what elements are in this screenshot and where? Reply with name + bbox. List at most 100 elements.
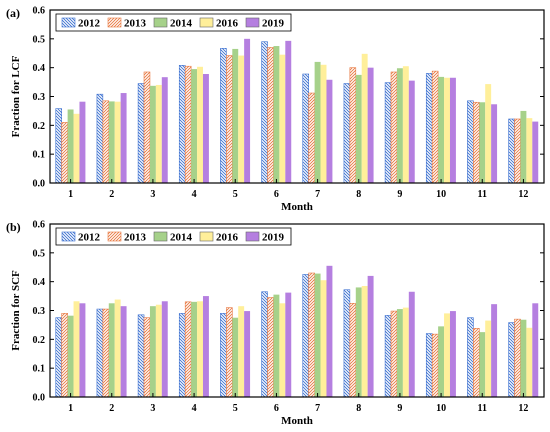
bar-2016-month-8 — [361, 285, 368, 397]
legend-label-2016: 2016 — [216, 18, 239, 30]
y-tick-label: 0.3 — [33, 306, 46, 317]
bar-2013-month-4 — [184, 301, 192, 398]
y-tick-label: 0.1 — [33, 364, 46, 375]
bar-2013-month-5 — [226, 55, 233, 184]
legend-label-2012: 2012 — [78, 18, 101, 30]
y-tick-label: 0.5 — [33, 248, 46, 259]
legend-label-2014: 2014 — [170, 232, 193, 244]
bar-2012-month-5 — [220, 313, 227, 398]
chart-panel-1: 0.00.10.20.30.40.50.61 2 3 4 5 6 7 8 9 10 11 12Mont… — [6, 6, 545, 213]
bar-2016-month-4 — [197, 301, 203, 397]
x-tick-label: 8 — [356, 189, 361, 200]
bar-2016-month-12 — [526, 327, 533, 397]
bar-2019-month-8 — [367, 67, 374, 183]
x-tick-label: 6 — [274, 403, 279, 414]
bar-2019-month-10 — [449, 311, 456, 397]
bar-2019-month-5 — [244, 311, 251, 397]
bar-2016-month-10 — [444, 313, 450, 397]
x-tick-label: 4 — [192, 403, 197, 414]
bar-2019-month-11 — [491, 304, 498, 397]
bar-2014-month-3 — [149, 85, 156, 183]
x-tick-label: 3 — [150, 403, 155, 414]
bar-2012-month-4 — [178, 313, 186, 398]
bar-2013-month-8 — [349, 302, 357, 398]
bar-2019-month-2 — [120, 93, 127, 183]
y-tick-label: 0.0 — [33, 393, 46, 404]
y-tick-label: 0.2 — [33, 335, 46, 346]
bar-2014-month-8 — [355, 74, 362, 184]
bar-2016-month-2 — [114, 299, 121, 397]
legend-swatch-2012 — [61, 17, 76, 28]
bar-2016-month-1 — [73, 301, 80, 397]
bar-2012-month-10 — [425, 73, 433, 184]
bar-2014-month-2 — [108, 101, 115, 183]
x-tick-label: 4 — [192, 189, 197, 200]
bar-2014-month-5 — [232, 317, 239, 397]
bar-2019-month-6 — [285, 40, 292, 183]
bar-2016-month-10 — [444, 77, 450, 183]
bar-2019-month-5 — [244, 38, 251, 183]
bar-2019-month-12 — [532, 303, 539, 397]
x-tick-label: 5 — [233, 189, 238, 200]
bar-2012-month-8 — [343, 289, 351, 398]
legend-label-2014: 2014 — [170, 18, 193, 30]
bar-2019-month-12 — [532, 121, 539, 183]
y-axis-title: Fraction for LCF — [10, 55, 22, 137]
bar-2013-month-4 — [184, 65, 192, 184]
bar-2014-month-11 — [479, 332, 486, 398]
bar-2012-month-12 — [508, 118, 515, 184]
x-tick-label: 7 — [315, 189, 320, 200]
legend-swatch-2012 — [61, 231, 76, 242]
bar-2013-month-10 — [431, 333, 439, 398]
bar-2012-month-6 — [261, 291, 268, 398]
y-tick-label: 0.4 — [33, 63, 46, 74]
bar-2014-month-5 — [232, 48, 239, 183]
bar-2012-month-11 — [467, 317, 474, 398]
bar-2014-month-10 — [438, 76, 445, 183]
bar-2014-month-12 — [520, 319, 527, 397]
bar-2014-month-2 — [108, 303, 115, 397]
bar-2019-month-4 — [202, 296, 209, 397]
bar-2013-month-10 — [431, 70, 439, 184]
legend: 2012 2013 2014 2016 2019 — [55, 227, 292, 246]
panel-label: (b) — [6, 220, 21, 234]
bar-2013-month-2 — [102, 308, 110, 398]
legend-label-2016: 2016 — [216, 232, 239, 244]
bar-2012-month-9 — [384, 82, 392, 184]
bar-2013-month-1 — [61, 122, 68, 184]
bar-2013-month-7 — [308, 272, 315, 398]
bar-2013-month-11 — [473, 328, 480, 398]
y-tick-label: 0.0 — [33, 179, 46, 190]
x-tick-label: 1 — [68, 189, 73, 200]
bar-2013-month-1 — [61, 313, 68, 398]
bar-2012-month-7 — [302, 274, 309, 398]
bar-2012-month-10 — [425, 333, 433, 398]
bar-2019-month-11 — [491, 104, 498, 183]
bar-2019-month-6 — [285, 292, 292, 397]
y-tick-label: 0.6 — [33, 220, 46, 231]
bar-2013-month-7 — [308, 92, 315, 184]
x-tick-label: 3 — [150, 189, 155, 200]
bar-2013-month-2 — [102, 100, 110, 184]
bar-2019-month-8 — [367, 275, 374, 397]
bar-2019-month-9 — [408, 291, 415, 397]
x-tick-label: 10 — [436, 403, 446, 414]
bar-2013-month-8 — [349, 67, 357, 184]
bar-2016-month-12 — [526, 118, 533, 184]
x-tick-label: 12 — [518, 189, 528, 200]
legend-swatch-2016 — [199, 231, 214, 242]
x-tick-label: 8 — [356, 403, 361, 414]
bar-2012-month-1 — [55, 108, 62, 184]
bar-2012-month-5 — [220, 48, 227, 184]
bar-2016-month-11 — [485, 84, 492, 183]
x-axis-title: Month — [281, 201, 313, 213]
x-tick-label: 6 — [274, 189, 279, 200]
bar-2016-month-6 — [279, 303, 286, 397]
y-axis-title: Fraction for SCF — [10, 270, 22, 351]
bar-2019-month-10 — [449, 77, 456, 183]
bar-2016-month-3 — [155, 304, 162, 397]
bar-2014-month-3 — [149, 306, 156, 397]
bar-2016-month-11 — [485, 320, 492, 397]
y-tick-label: 0.6 — [33, 6, 46, 17]
bar-2013-month-3 — [143, 317, 151, 398]
